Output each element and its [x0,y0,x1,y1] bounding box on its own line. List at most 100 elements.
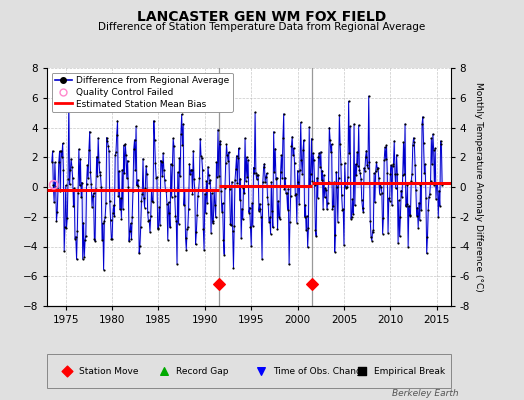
Point [334,218,342,225]
Point [331,249,339,255]
Point [405,202,413,209]
Point [248,200,256,207]
Point [329,202,337,209]
Point [334,175,343,181]
Point [115,168,123,174]
Point [116,195,125,201]
Point [274,226,282,232]
Point [372,159,380,165]
Point [93,173,102,180]
Point [278,174,286,181]
Point [292,219,301,226]
Point [178,142,187,148]
Point [166,224,174,231]
Point [129,146,138,152]
Point [151,160,160,166]
Point [266,231,275,237]
Point [189,148,198,154]
Point [113,118,122,124]
Point [270,169,279,175]
Point [188,167,196,173]
Point [268,208,276,214]
Point [353,149,362,155]
Point [104,143,113,150]
Point [209,220,217,226]
Point [290,160,299,166]
Point [292,191,300,197]
Point [90,190,98,196]
Point [100,266,108,273]
Point [171,212,180,219]
Point [177,131,185,138]
Point [416,217,424,223]
Point [119,206,127,212]
Point [367,233,375,240]
Point [70,185,79,192]
Point [221,185,229,191]
Point [368,228,377,235]
Point [386,171,395,178]
Point [178,111,186,118]
Point [358,368,366,374]
Point [85,128,94,135]
Point [191,241,200,248]
Point [147,212,155,219]
Point [362,147,370,154]
Point [194,187,203,193]
Point [216,138,224,144]
Point [92,186,100,193]
Point [95,159,103,165]
Point [250,170,258,176]
Point [144,209,152,216]
Point [411,162,419,168]
Point [211,202,219,208]
Point [399,139,408,146]
Point [285,261,293,268]
Point [242,178,250,184]
Point [295,201,303,208]
Point [255,208,263,214]
Point [257,368,265,374]
Point [369,227,377,233]
Point [403,182,411,188]
Point [142,162,150,169]
Point [102,200,110,206]
Point [324,179,333,186]
Point [313,175,321,181]
Point [63,368,71,374]
Point [160,167,168,174]
Point [422,194,430,201]
Point [231,177,239,184]
Point [227,222,235,228]
Point [282,190,291,196]
Point [297,157,305,164]
Point [163,236,172,243]
Point [85,147,93,153]
Point [223,152,232,158]
Point [326,137,334,144]
Point [139,156,147,162]
Point [181,187,189,193]
Point [269,128,278,135]
Point [333,184,341,190]
Point [136,242,144,249]
Point [310,157,318,164]
Point [304,225,313,231]
Point [290,145,298,151]
Point [83,162,92,168]
Point [252,169,260,176]
Point [303,213,311,219]
Point [357,196,366,203]
Point [95,169,104,176]
Point [132,123,140,130]
Point [287,142,296,149]
Point [183,224,192,230]
Point [131,167,139,174]
Point [401,203,410,210]
Point [72,234,80,240]
Point [150,136,159,143]
Point [269,224,277,231]
Point [364,164,372,171]
Point [406,212,414,218]
Point [74,146,83,152]
